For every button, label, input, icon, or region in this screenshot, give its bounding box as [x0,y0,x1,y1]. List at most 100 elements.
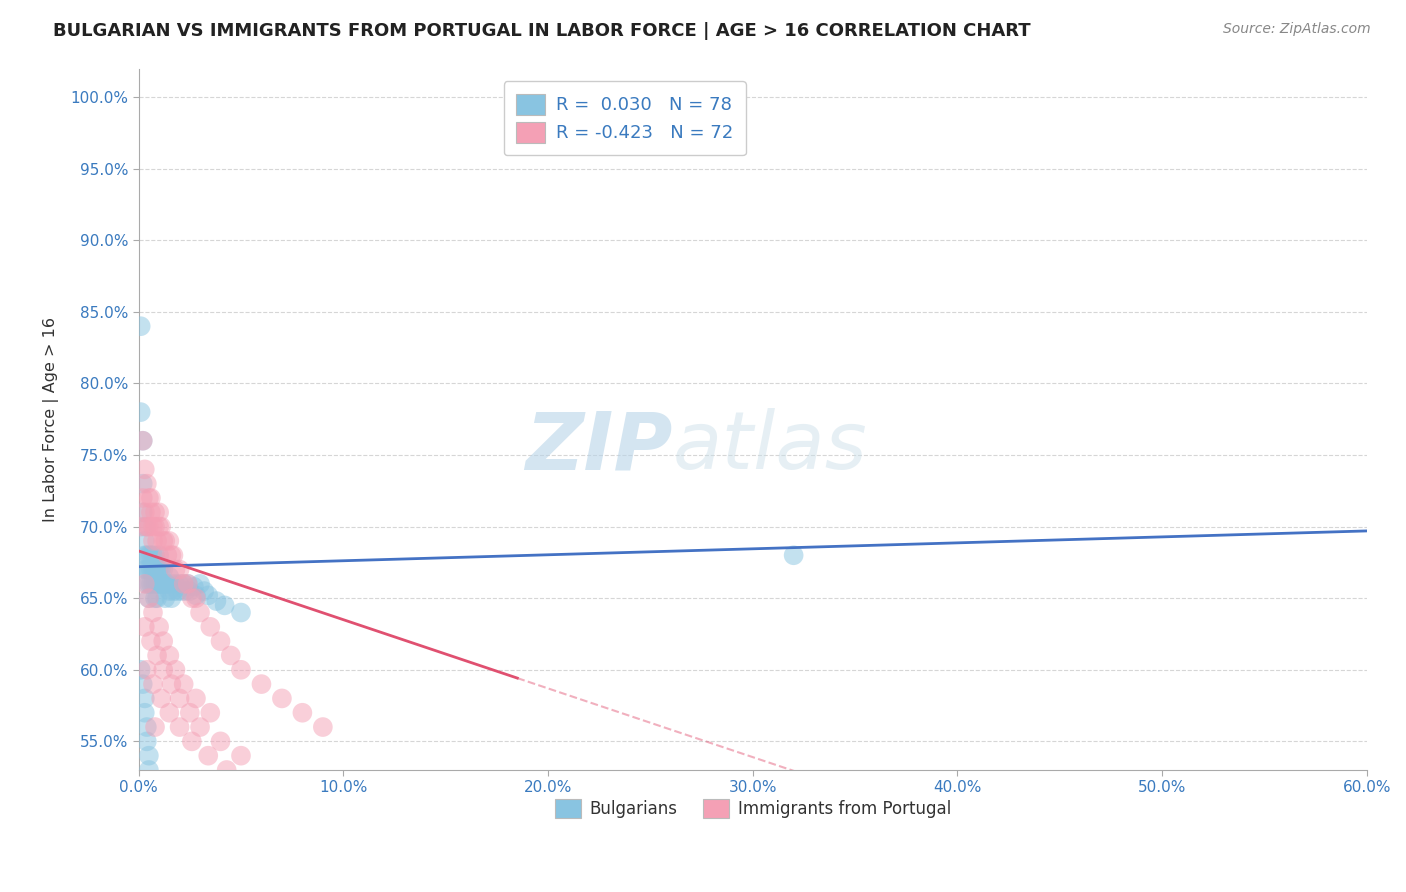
Point [184,588,207,602]
Point [157,533,180,548]
Point [157,648,180,663]
Point [132,491,155,505]
Point [129,871,152,885]
Point [162,584,184,599]
Point [142,519,165,533]
Point [142,677,165,691]
Text: atlas: atlas [673,409,868,486]
Point [132,476,155,491]
Point [177,577,200,591]
Point [165,563,187,577]
Point [129,663,152,677]
Point [174,584,197,599]
Point [132,505,155,519]
Point [166,584,188,599]
Text: ZIP: ZIP [526,409,673,486]
Point [143,834,166,848]
Point [160,591,183,606]
Point [152,577,174,591]
Point [142,563,165,577]
Point [148,505,170,519]
Point [152,634,174,648]
Point [135,577,157,591]
Legend: Bulgarians, Immigrants from Portugal: Bulgarians, Immigrants from Portugal [548,792,957,825]
Point [200,620,222,634]
Point [146,563,169,577]
Point [134,706,156,720]
Point [138,519,160,533]
Point [148,577,170,591]
Point [146,648,169,663]
Point [139,563,162,577]
Point [150,691,173,706]
Point [209,734,232,748]
Point [155,533,177,548]
Point [129,519,152,533]
Point [155,577,177,591]
Point [184,691,207,706]
Y-axis label: In Labor Force | Age > 16: In Labor Force | Age > 16 [44,317,59,522]
Point [148,519,170,533]
Point [197,748,219,763]
Point [271,691,294,706]
Point [179,584,201,599]
Point [148,863,170,878]
Point [156,577,179,591]
Point [180,734,202,748]
Point [271,791,294,805]
Point [132,885,155,892]
Point [173,577,195,591]
Point [160,577,183,591]
Point [152,533,174,548]
Point [150,519,173,533]
Point [143,519,166,533]
Point [135,663,157,677]
Point [173,677,195,691]
Point [219,648,242,663]
Point [200,706,222,720]
Point [229,606,252,620]
Point [165,577,187,591]
Point [150,577,173,591]
Point [215,763,238,777]
Point [143,548,166,562]
Point [291,706,314,720]
Point [129,405,152,419]
Point [188,577,211,591]
Point [170,584,193,599]
Point [156,548,179,562]
Point [179,706,201,720]
Point [162,548,184,562]
Point [138,748,160,763]
Point [205,594,228,608]
Point [165,663,187,677]
Point [134,519,156,533]
Point [148,548,170,562]
Point [169,577,191,591]
Point [142,577,165,591]
Point [135,548,157,562]
Point [138,548,160,562]
Point [146,533,169,548]
Point [312,720,335,734]
Point [157,584,180,599]
Point [139,634,162,648]
Point [143,591,166,606]
Point [184,591,207,606]
Point [250,677,273,691]
Point [152,563,174,577]
Point [180,591,202,606]
Point [150,563,173,577]
Point [142,805,165,820]
Point [135,563,157,577]
Point [782,548,804,562]
Point [134,691,156,706]
Point [138,491,160,505]
Point [132,434,155,448]
Point [138,591,160,606]
Point [155,591,177,606]
Point [193,584,215,599]
Point [134,533,156,548]
Point [160,677,183,691]
Point [139,548,162,562]
